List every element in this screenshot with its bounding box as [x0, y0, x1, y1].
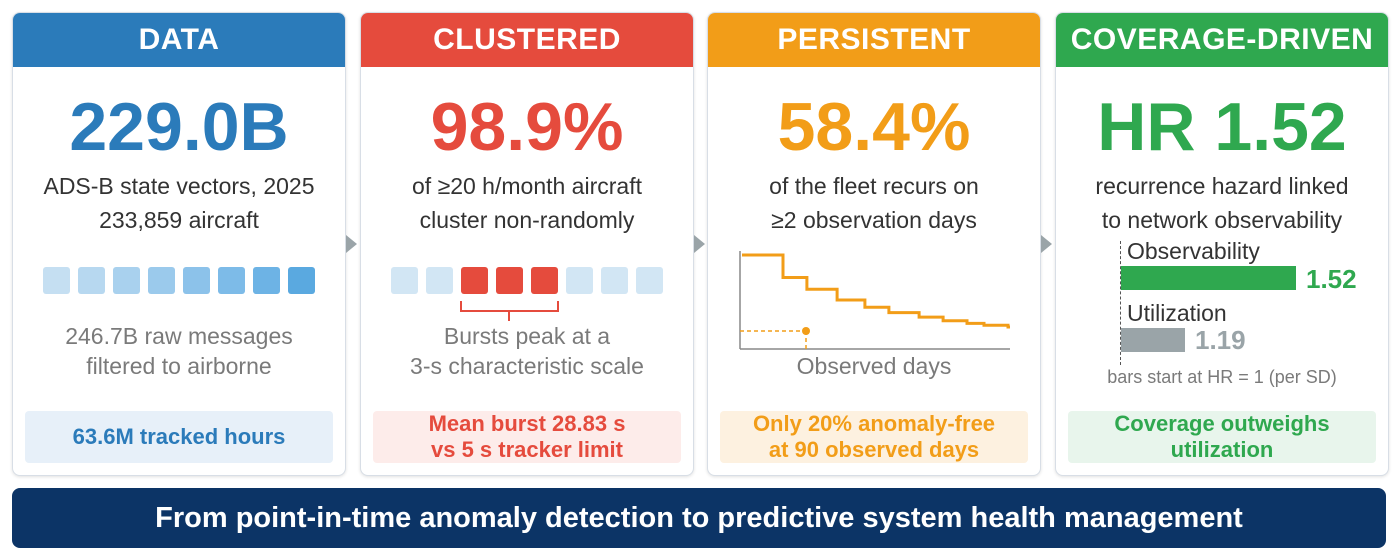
square-icon [601, 267, 628, 294]
persistent-card-subtitle-line2: ≥2 observation days [771, 207, 977, 233]
clustered-card-title: CLUSTERED [361, 13, 693, 67]
arrow-icon [1041, 235, 1052, 253]
burst-squares-icon [361, 267, 693, 294]
square-icon [426, 267, 453, 294]
data-card: DATA 229.0B ADS-B state vectors, 2025 23… [12, 12, 346, 476]
square-icon [566, 267, 593, 294]
coverage-card-subtitle: recurrence hazard linked to network obse… [1056, 169, 1388, 237]
arrow-icon [346, 235, 357, 253]
square-icon [636, 267, 663, 294]
coverage-card-title: COVERAGE-DRIVEN [1056, 13, 1388, 67]
burst-square-icon [531, 267, 558, 294]
persistent-card-subtitle-line1: of the fleet recurs on [769, 173, 979, 199]
data-card-title: DATA [13, 13, 345, 67]
square-icon [288, 267, 315, 294]
data-card-note: 246.7B raw messages filtered to airborne [13, 321, 345, 381]
clustered-card-subtitle: of ≥20 h/month aircraft cluster non-rand… [361, 169, 693, 237]
data-card-value: 229.0B [69, 89, 289, 165]
coverage-card-note: bars start at HR = 1 (per SD) [1107, 367, 1337, 387]
square-icon [218, 267, 245, 294]
hr-bar-utilization [1121, 328, 1185, 352]
persistent-card-title: PERSISTENT [708, 13, 1040, 67]
data-card-subtitle-line2: 233,859 aircraft [99, 207, 259, 233]
hr-label-utilization: Utilization [1127, 300, 1227, 326]
persistent-card: PERSISTENT 58.4% of the fleet recurs on … [707, 12, 1041, 476]
data-card-note-line1: 246.7B raw messages [65, 323, 293, 349]
hr-value-utilization: 1.19 [1195, 325, 1246, 355]
clustered-card-note-line2: 3-s characteristic scale [410, 353, 644, 379]
clustered-card-note-line1: Bursts peak at a [443, 323, 611, 349]
square-icon [43, 267, 70, 294]
data-card-subtitle-line1: ADS-B state vectors, 2025 [43, 173, 315, 199]
square-icon [113, 267, 140, 294]
square-icon [391, 267, 418, 294]
clustered-card-value: 98.9% [430, 89, 624, 165]
clustered-card-footer-line2: vs 5 s tracker limit [430, 437, 623, 462]
coverage-card-subtitle-line2: to network observability [1101, 207, 1343, 233]
clustered-card-footer-line1: Mean burst 28.83 s [428, 411, 626, 436]
recurrence-decay-chart [739, 251, 1010, 350]
reference-point [802, 327, 810, 335]
burst-square-icon [496, 267, 523, 294]
data-card-footer-line1: 63.6M tracked hours [72, 424, 286, 449]
square-icon [78, 267, 105, 294]
square-icon [148, 267, 175, 294]
hr-value-observability: 1.52 [1306, 264, 1357, 294]
clustered-card-subtitle-line1: of ≥20 h/month aircraft [412, 173, 642, 199]
data-squares-icon [13, 267, 345, 294]
square-icon [183, 267, 210, 294]
data-card-subtitle: ADS-B state vectors, 2025 233,859 aircra… [13, 169, 345, 237]
persistent-card-value: 58.4% [777, 89, 971, 165]
coverage-card: COVERAGE-DRIVEN HR 1.52 recurrence hazar… [1055, 12, 1389, 476]
coverage-card-footer-line1: Coverage outweighs [1114, 411, 1330, 436]
persistent-card-subtitle: of the fleet recurs on ≥2 observation da… [708, 169, 1040, 237]
hr-label-observability: Observability [1127, 238, 1260, 264]
data-card-note-line2: filtered to airborne [86, 353, 272, 379]
burst-bracket-icon [460, 301, 559, 321]
persistent-card-xlabel: Observed days [796, 353, 952, 379]
coverage-card-footer-line2: utilization [1170, 437, 1274, 462]
bottom-banner: From point-in-time anomaly detection to … [12, 488, 1386, 548]
persistent-card-footer-line2: at 90 observed days [768, 437, 980, 462]
data-card-footer: 63.6M tracked hours [25, 411, 333, 463]
hr-bar-observability [1121, 266, 1296, 290]
persistent-card-footer-line1: Only 20% anomaly-free [752, 411, 996, 436]
square-icon [253, 267, 280, 294]
persistent-card-footer: Only 20% anomaly-free at 90 observed day… [720, 411, 1028, 463]
clustered-card-subtitle-line2: cluster non-randomly [419, 207, 635, 233]
coverage-card-footer: Coverage outweighs utilization [1068, 411, 1376, 463]
decay-curve [742, 253, 1010, 329]
arrow-icon [694, 235, 705, 253]
clustered-card: CLUSTERED 98.9% of ≥20 h/month aircraft … [360, 12, 694, 476]
coverage-card-value: HR 1.52 [1097, 89, 1347, 165]
clustered-card-footer: Mean burst 28.83 s vs 5 s tracker limit [373, 411, 681, 463]
clustered-card-note: Bursts peak at a 3-s characteristic scal… [361, 321, 693, 381]
coverage-card-subtitle-line1: recurrence hazard linked [1095, 173, 1349, 199]
burst-square-icon [461, 267, 488, 294]
hr-baseline [1120, 241, 1121, 365]
